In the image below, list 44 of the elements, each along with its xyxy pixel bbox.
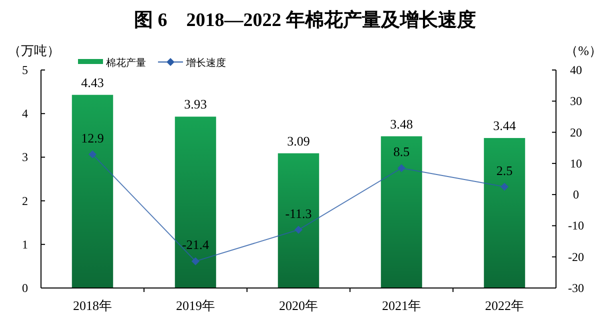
legend-label: 棉花产量	[106, 57, 146, 69]
y2-tick-label: 20	[570, 125, 582, 140]
x-tick-label: 2021年	[382, 298, 421, 313]
y2-tick-label: -20	[568, 250, 584, 264]
y-tick-label: 1	[22, 237, 28, 252]
data-label: 12.9	[81, 130, 104, 146]
x-tick-label: 2019年	[176, 298, 215, 313]
point	[398, 164, 406, 172]
y2-axis-title: （%）	[565, 43, 602, 58]
y-tick-label: 5	[22, 63, 28, 77]
y2-tick-label: 40	[570, 63, 582, 77]
bar	[380, 136, 422, 288]
x-tick-label: 2018年	[73, 298, 112, 313]
y-axis-title: （万吨）	[8, 43, 60, 58]
data-label: 2.5	[496, 162, 513, 178]
x-tick-label: 2020年	[279, 298, 318, 313]
y-tick-label: 2	[22, 194, 28, 208]
bar	[278, 153, 320, 288]
data-label: 4.43	[81, 74, 104, 90]
legend-label: 增长速度	[185, 57, 226, 69]
data-label: 3.44	[493, 118, 516, 134]
x-tick-label: 2022年	[485, 298, 524, 313]
y-tick-label: 4	[22, 106, 28, 121]
y2-tick-label: 0	[573, 188, 579, 202]
y-tick-label: 0	[22, 281, 28, 295]
data-label: -11.3	[285, 206, 312, 221]
y2-tick-label: -10	[568, 218, 584, 233]
y2-tick-label: 10	[570, 156, 582, 170]
data-label: 3.48	[390, 116, 413, 132]
y2-tick-label: 30	[570, 94, 582, 108]
data-label: 3.93	[184, 96, 207, 112]
point	[88, 150, 96, 158]
point	[192, 257, 200, 266]
data-label: 8.5	[393, 144, 410, 160]
title: 图 6 2018—2022 年棉花产量及增长速度	[134, 10, 476, 31]
y2-tick-label: -30	[568, 281, 584, 295]
point	[500, 182, 508, 191]
y-tick-label: 3	[22, 150, 28, 164]
bar	[72, 94, 114, 288]
data-label: 3.09	[287, 133, 310, 148]
point	[294, 226, 302, 234]
bar	[174, 116, 216, 288]
data-label: -21.4	[182, 237, 210, 252]
bar	[484, 138, 526, 288]
